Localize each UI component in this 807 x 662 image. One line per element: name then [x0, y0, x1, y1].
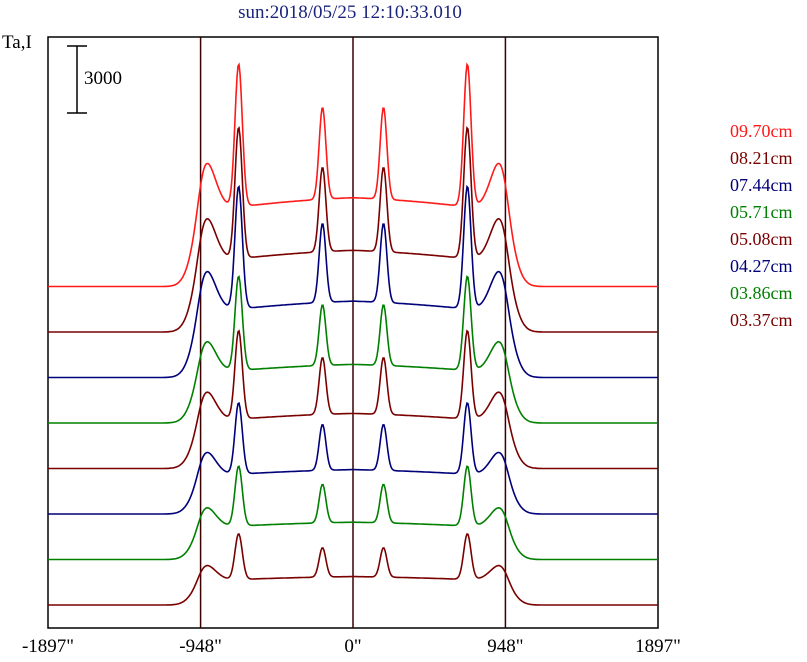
legend-entry: 03.86cm: [730, 283, 793, 303]
limb-lines: [199, 37, 507, 628]
legend-entry: 08.21cm: [730, 148, 793, 168]
series-line-08.21cm: [48, 125, 658, 333]
series-line-03.37cm: [48, 532, 658, 606]
x-tick-label: 1897": [635, 636, 681, 657]
legend-entry: 09.70cm: [730, 121, 793, 141]
y-axis-label: Ta,I: [2, 32, 32, 53]
series-line-04.27cm: [48, 401, 658, 515]
series-curves: [48, 62, 658, 606]
series-line-07.44cm: [48, 184, 658, 379]
x-tick-label: -1897": [21, 636, 75, 657]
series-line-09.70cm: [48, 62, 658, 288]
x-tick-label: -948": [179, 636, 222, 657]
chart-title: sun:2018/05/25 12:10:33.010: [238, 2, 462, 23]
legend-entry: 03.37cm: [730, 310, 793, 330]
x-tick-label: 948": [487, 636, 524, 657]
series-line-05.08cm: [48, 329, 658, 470]
scale-bar: [67, 45, 87, 114]
series-line-05.71cm: [48, 275, 658, 424]
legend-entry: 04.27cm: [730, 256, 793, 276]
legend-entry: 05.08cm: [730, 229, 793, 249]
series-line-03.86cm: [48, 465, 658, 561]
scale-bar-label: 3000: [84, 68, 122, 89]
legend-entry: 05.71cm: [730, 202, 793, 222]
x-tick-label: 0": [344, 636, 362, 657]
legend-entry: 07.44cm: [730, 175, 793, 195]
legend: 09.70cm 08.21cm 07.44cm 05.71cm 05.08cm 04.27…: [730, 118, 793, 334]
